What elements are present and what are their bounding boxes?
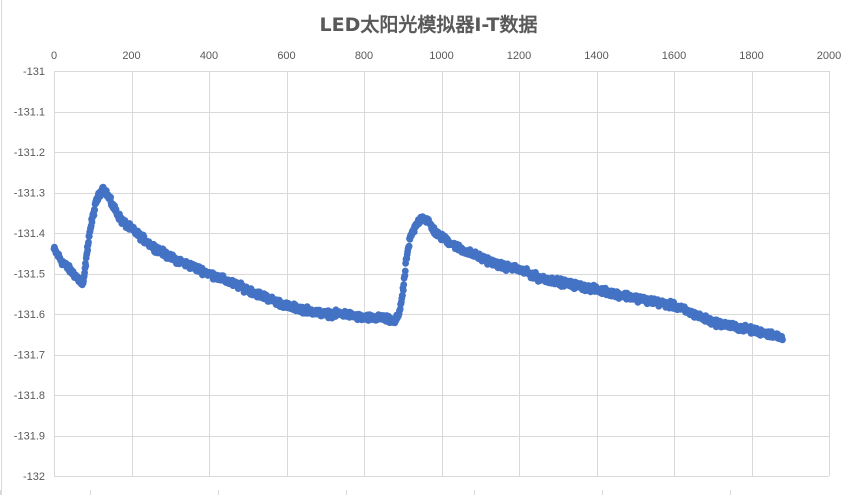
data-point — [400, 281, 408, 289]
x-tick-label: 200 — [122, 50, 140, 62]
data-point — [399, 292, 406, 299]
x-tick-label: 1800 — [739, 50, 763, 62]
x-axis-ticks: 0 200 400 600 800 1000 1200 1400 1600 1800 2000 — [51, 50, 841, 62]
x-tick-label: 1600 — [662, 50, 686, 62]
data-point — [84, 246, 92, 254]
gridlines — [54, 71, 830, 477]
x-tick-label: 0 — [51, 50, 57, 62]
data-point — [85, 238, 92, 246]
y-tick-label: -131.6 — [14, 309, 45, 321]
x-tick-label: 600 — [277, 50, 295, 62]
y-axis-ticks: -131 -131.1 -131.2 -131.3 -131.4 -131.5 -131.6… — [14, 66, 45, 483]
y-tick-label: -131.5 — [14, 269, 45, 281]
y-tick-label: -131 — [23, 66, 45, 78]
data-point — [90, 211, 98, 219]
y-tick-label: -131.8 — [14, 390, 45, 402]
x-tick-label: 800 — [355, 50, 373, 62]
y-tick-label: -131.7 — [14, 350, 45, 362]
y-tick-label: -131.4 — [14, 228, 45, 240]
data-point — [91, 206, 99, 214]
x-tick-label: 1400 — [584, 50, 608, 62]
data-point — [399, 286, 407, 294]
data-point — [405, 242, 413, 250]
y-tick-label: -131.1 — [14, 107, 45, 119]
y-tick-label: -131.2 — [14, 147, 45, 159]
chart-title: LED太阳光模拟器I-T数据 — [319, 14, 538, 36]
data-point — [779, 336, 786, 344]
data-point — [82, 262, 90, 270]
x-tick-label: 2000 — [817, 50, 841, 62]
data-point — [107, 193, 114, 201]
x-tick-label: 1000 — [429, 50, 453, 62]
spreadsheet-cell-lines — [0, 0, 731, 495]
x-tick-label: 1200 — [507, 50, 531, 62]
data-point — [401, 267, 409, 275]
data-points — [50, 183, 786, 344]
y-tick-label: -131.9 — [14, 431, 45, 443]
x-tick-label: 400 — [200, 50, 218, 62]
y-tick-label: -131.3 — [14, 188, 45, 200]
y-tick-label: -132 — [23, 471, 45, 483]
